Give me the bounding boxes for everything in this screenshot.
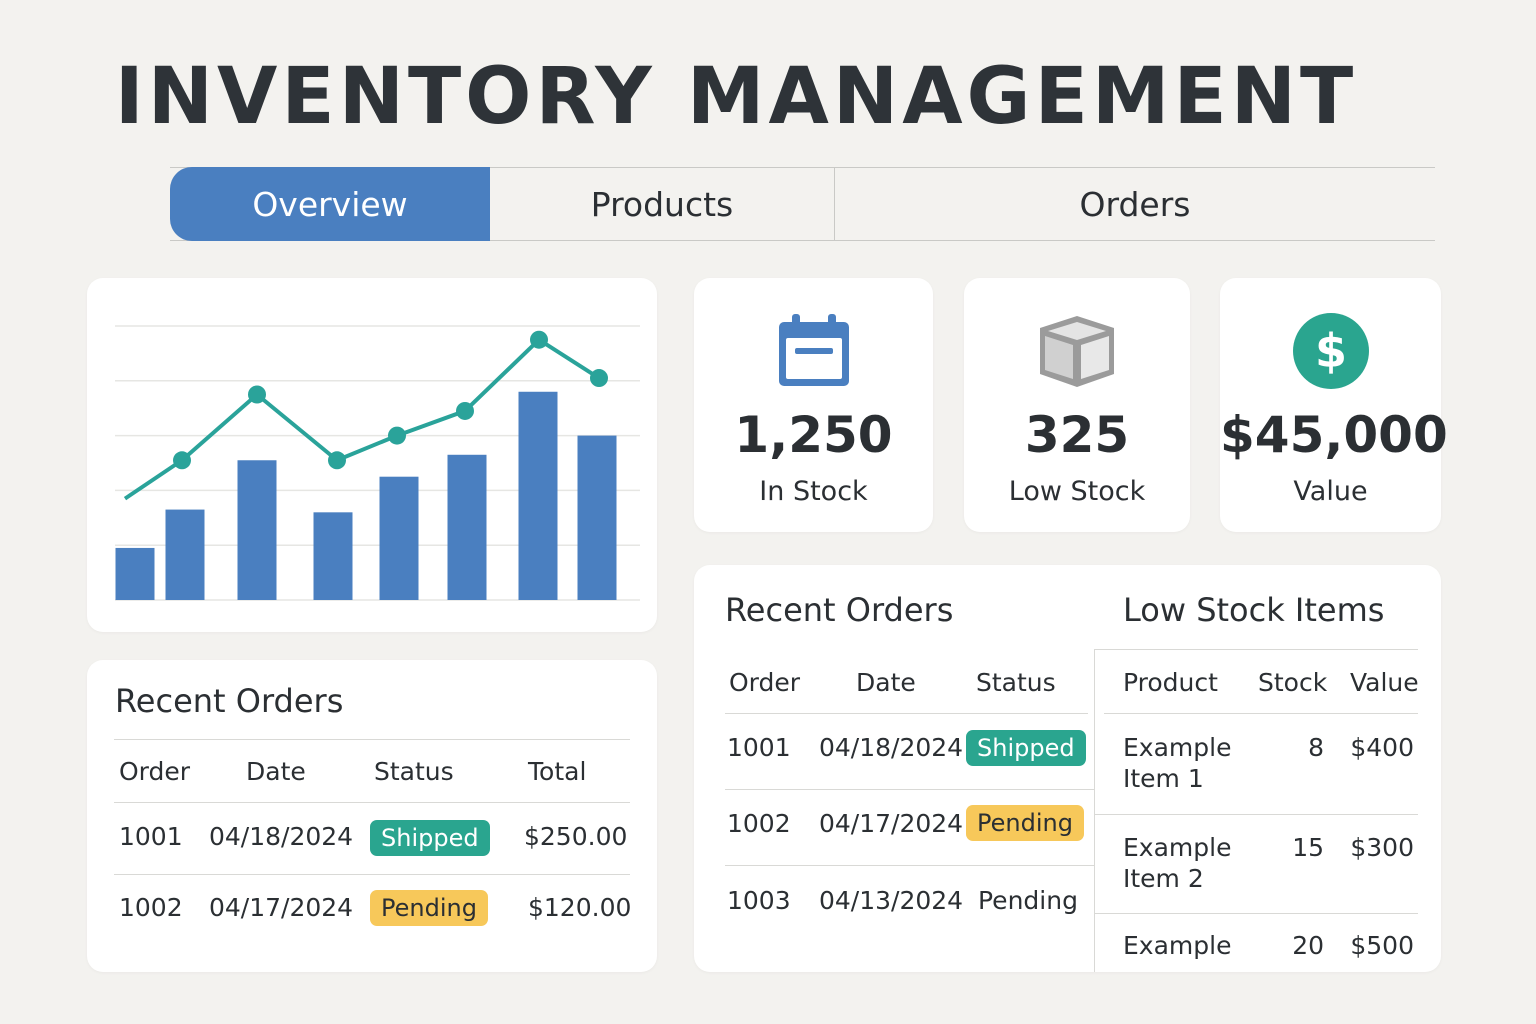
stock-value: $400 [1350, 733, 1414, 762]
chart-bar [518, 391, 558, 600]
low-stock-label: Low Stock [1008, 476, 1146, 507]
in-stock-value: 1,250 [734, 406, 893, 464]
stock-value: $500 [1350, 931, 1414, 960]
col-header-product: Product [1123, 668, 1218, 697]
table-row-order: 1002 [727, 809, 791, 838]
status-badge: Pending [370, 890, 488, 926]
recent-orders-card: Recent Orders Order Date Status Total 10… [87, 660, 657, 972]
table-row-order: 1001 [727, 733, 791, 762]
tab-orders[interactable]: Orders [834, 168, 1435, 240]
table-row-date: 04/17/2024 [819, 809, 964, 838]
table-row-date: 04/18/2024 [819, 733, 964, 762]
chart-bar [447, 454, 487, 600]
chart-point [456, 401, 474, 420]
chart-point [530, 330, 548, 349]
calendar-icon [694, 312, 933, 390]
table-row-date: 04/13/2024 [819, 886, 964, 915]
table-row-date: 04/17/2024 [209, 893, 354, 922]
table-row-total: $250.00 [524, 822, 628, 851]
overview-chart-card [87, 278, 657, 632]
table-row-order: 1002 [119, 893, 183, 922]
stock-count: 15 [1292, 833, 1324, 862]
col-header-status: Status [976, 668, 1056, 697]
col-header-order: Order [729, 668, 801, 697]
chart-series-line [123, 337, 601, 501]
status-badge: Shipped [966, 730, 1086, 766]
orders-and-low-stock-card: Recent Orders Low Stock Items Order Date… [694, 565, 1441, 972]
chart-bar [165, 509, 205, 600]
stat-card-low-stock: 325 Low Stock [964, 278, 1190, 532]
table-row-order: 1001 [119, 822, 183, 851]
chart-point [590, 369, 608, 388]
chart-bar [115, 547, 155, 600]
col-header-order: Order [119, 757, 191, 786]
chart-point [328, 451, 346, 470]
overview-chart [115, 325, 640, 601]
stock-value: $300 [1350, 833, 1414, 862]
product-name-line1: Example [1123, 931, 1232, 960]
chart-point [248, 385, 266, 404]
page-title: INVENTORY MANAGEMENT [114, 52, 1358, 142]
in-stock-label: In Stock [759, 476, 868, 507]
total-value: $45,000 [1220, 406, 1448, 464]
stock-count: 20 [1292, 931, 1324, 960]
chart-bar [379, 476, 419, 600]
total-value-label: Value [1293, 476, 1368, 507]
low-stock-title: Low Stock Items [1123, 591, 1385, 629]
product-name-line2: Item 2 [1123, 864, 1204, 893]
chart-bar [237, 460, 277, 600]
chart-bar [577, 435, 617, 600]
status-badge: Pending [966, 805, 1084, 841]
product-name-line1: Example [1123, 733, 1232, 762]
table-row-order: 1003 [727, 886, 791, 915]
col-header-total: Total [528, 757, 587, 786]
tab-overview[interactable]: Overview [170, 167, 490, 241]
chart-bar [313, 512, 353, 600]
product-name-line2: Item 1 [1123, 764, 1204, 793]
col-header-status: Status [374, 757, 454, 786]
col-header-date: Date [246, 757, 306, 786]
tab-products[interactable]: Products [590, 184, 734, 224]
table-row-date: 04/18/2024 [209, 822, 354, 851]
dollar-icon: $ [1220, 312, 1441, 390]
stock-count: 8 [1308, 733, 1324, 762]
low-stock-value: 325 [1024, 406, 1130, 464]
product-name-line1: Example [1123, 833, 1232, 862]
status-badge: Shipped [370, 820, 490, 856]
box-icon [964, 312, 1190, 390]
chart-point [388, 426, 406, 445]
table-row-total: $120.00 [528, 893, 632, 922]
recent-orders-title: Recent Orders [115, 682, 344, 720]
main-tabs: Overview Products Orders [170, 167, 1435, 241]
svg-text:$: $ [1314, 324, 1346, 378]
stat-card-in-stock: 1,250 In Stock [694, 278, 933, 532]
col-header-value: Value [1350, 668, 1419, 697]
chart-point [173, 451, 191, 470]
col-header-date: Date [856, 668, 916, 697]
status-text: Pending [978, 886, 1078, 915]
col-header-stock: Stock [1258, 668, 1328, 697]
stat-card-value: $ $45,000 Value [1220, 278, 1448, 532]
recent-orders-title: Recent Orders [725, 591, 954, 629]
